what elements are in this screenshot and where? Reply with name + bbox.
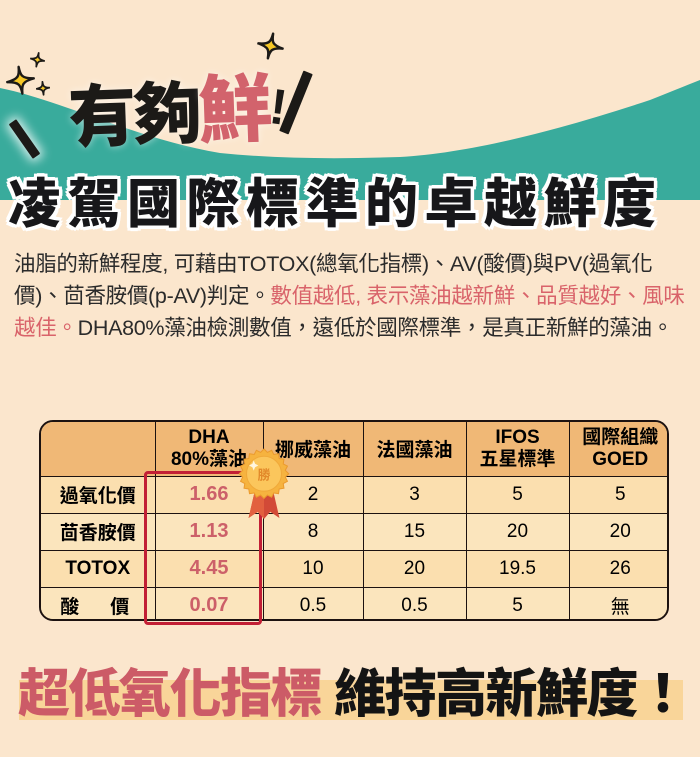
svg-text:勝: 勝 xyxy=(258,467,271,482)
